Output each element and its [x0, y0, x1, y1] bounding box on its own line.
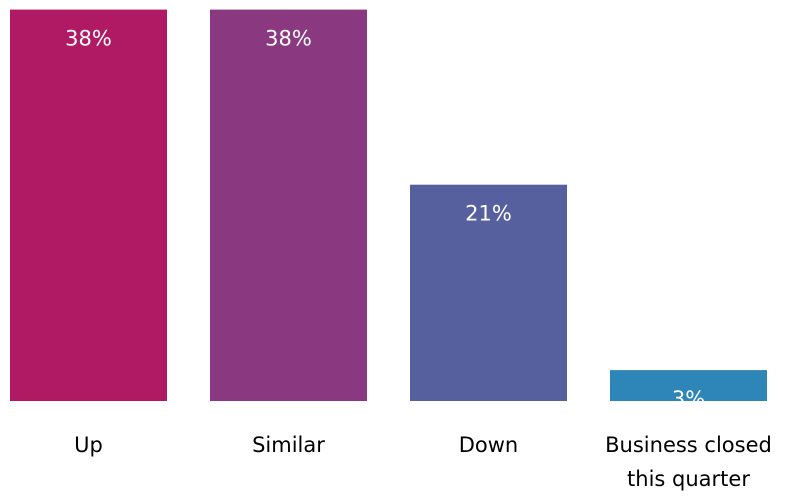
category-labels-group: Up Similar Down Business closed this quarter [74, 433, 772, 491]
category-label: Similar [252, 433, 325, 457]
category-label: Down [459, 433, 519, 457]
bar-up [10, 9, 167, 401]
bar-value-label: 21% [465, 202, 512, 226]
bars-group: 38% 38% 21% 3% [10, 9, 767, 411]
bar-down [410, 184, 567, 401]
bar-value-label: 38% [65, 27, 112, 51]
category-label: this quarter [627, 467, 750, 491]
bar-value-label: 3% [672, 387, 705, 411]
category-label: Business closed [605, 433, 772, 457]
bar-value-label: 38% [265, 27, 312, 51]
category-label: Up [74, 433, 103, 457]
bar-similar [210, 9, 367, 401]
bar-business-closed-this-quarter [610, 370, 767, 401]
